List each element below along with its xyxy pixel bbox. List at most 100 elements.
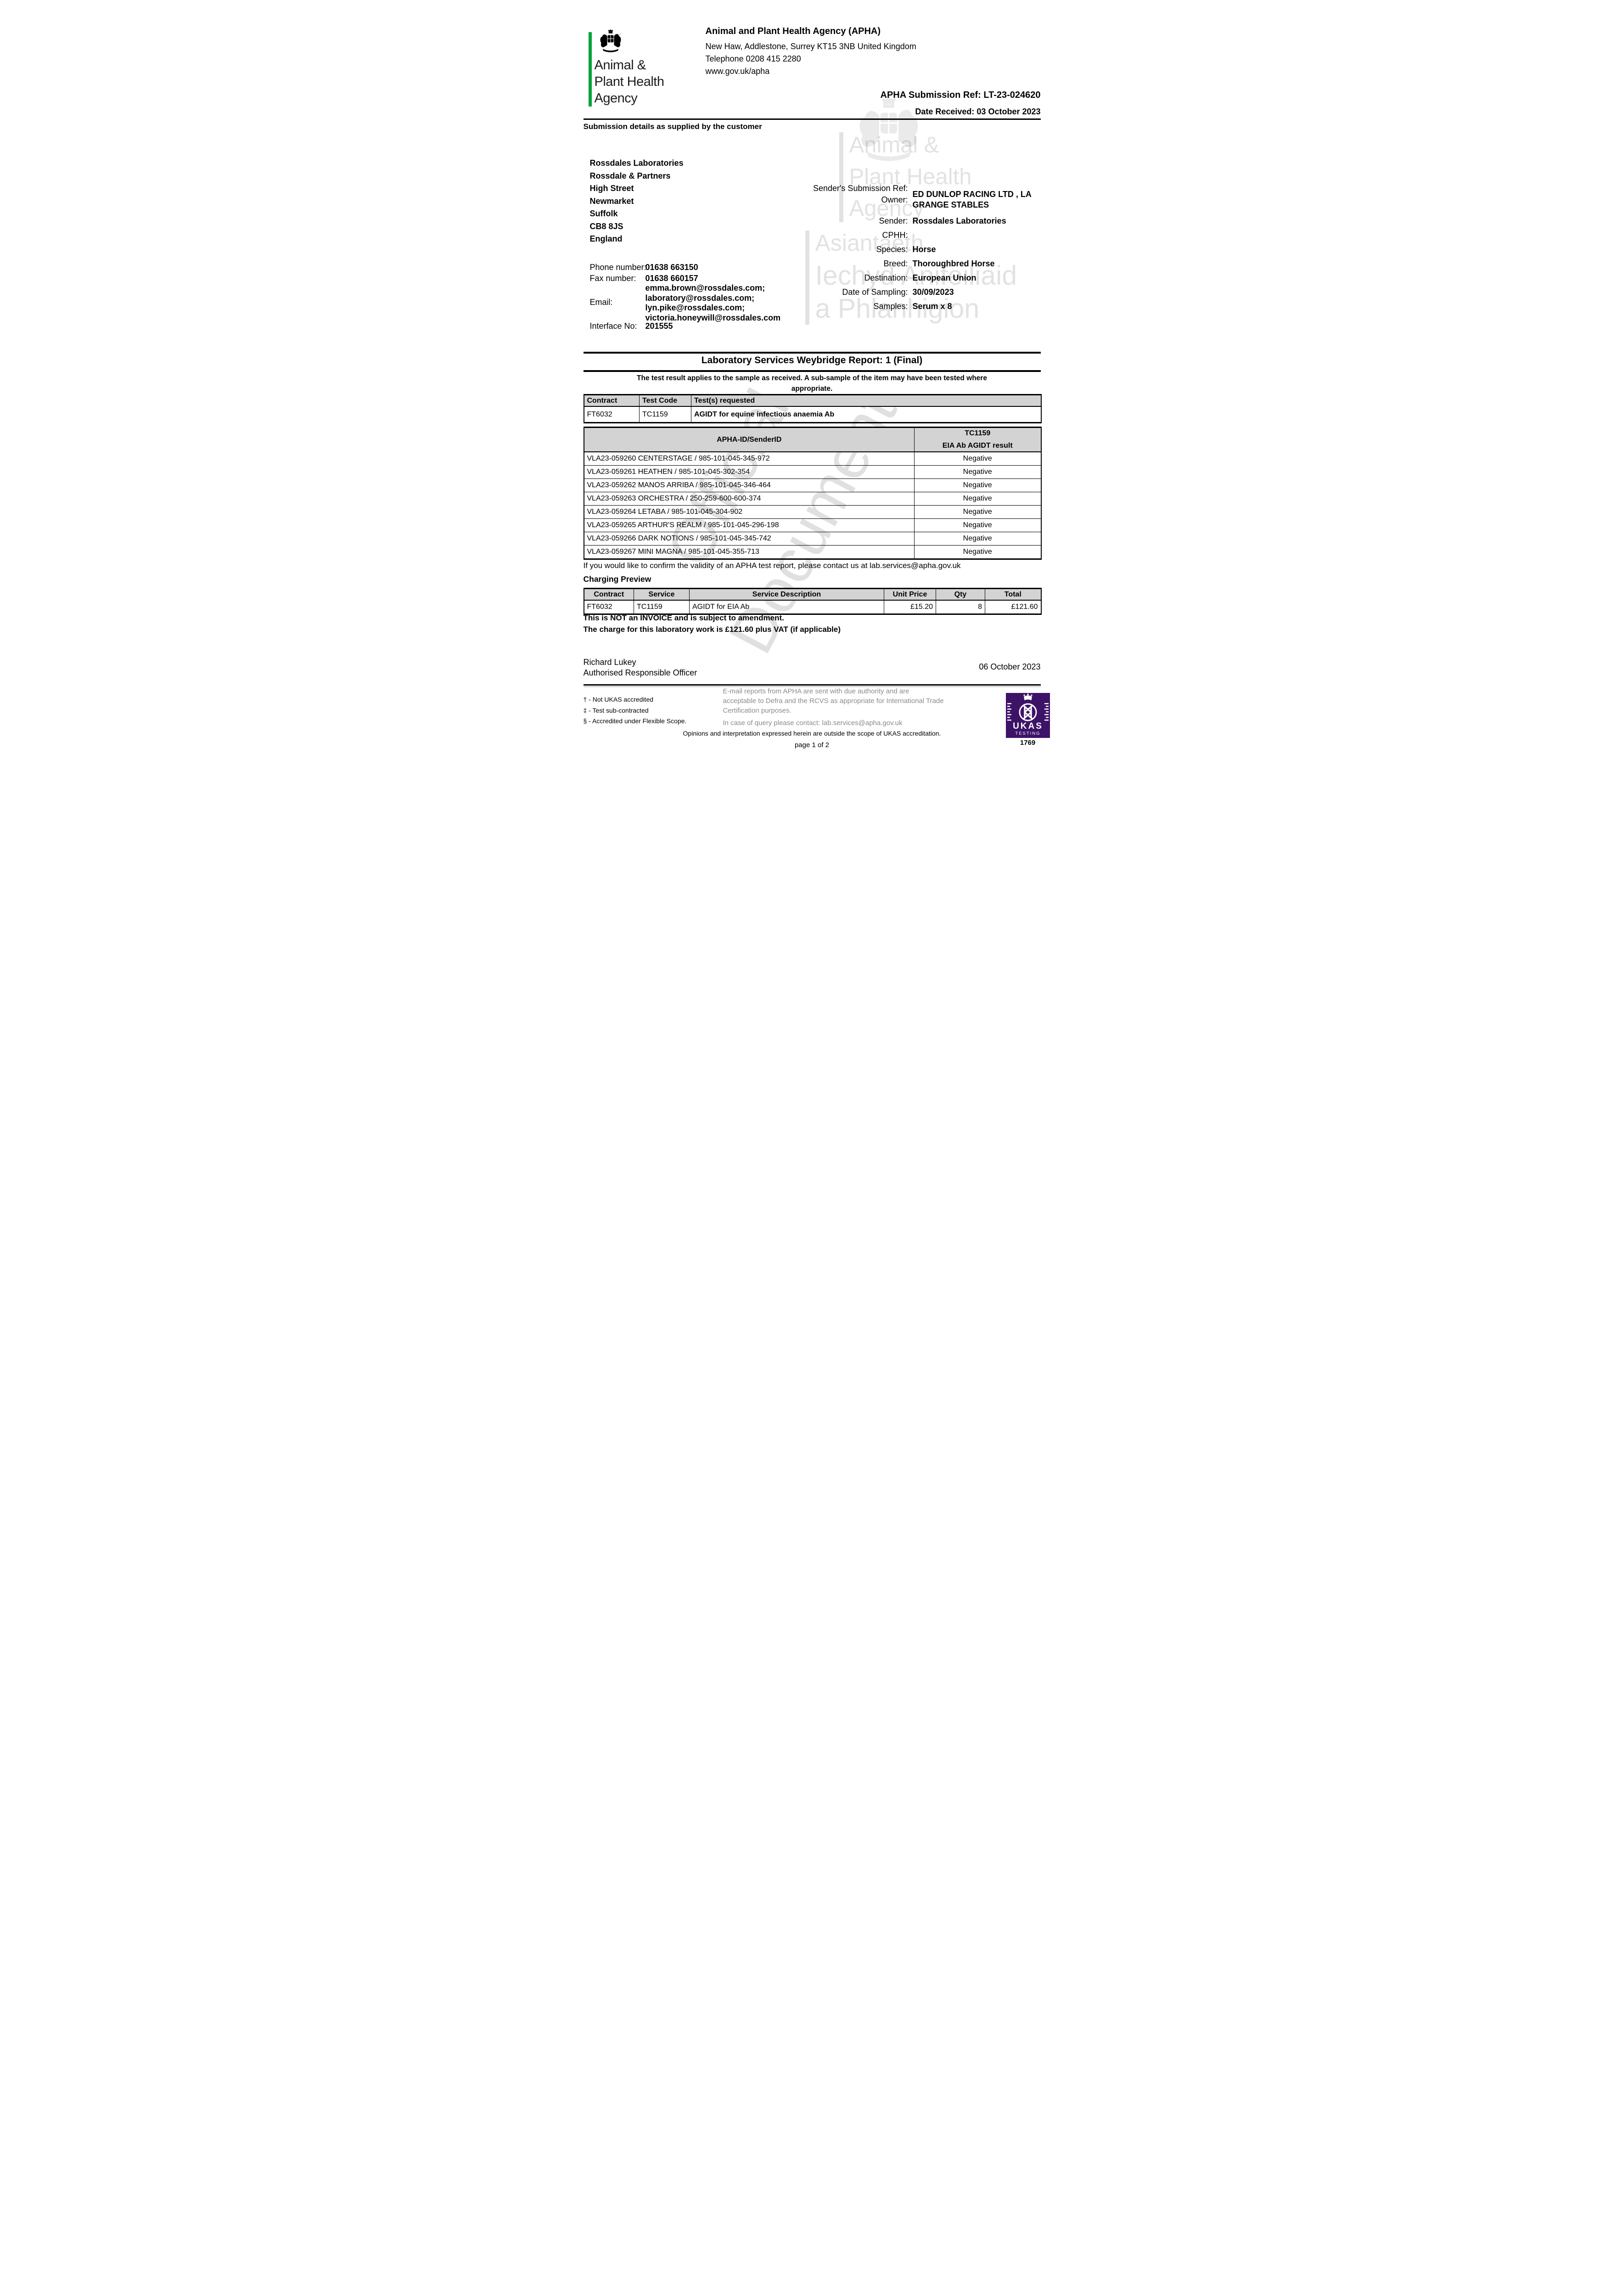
field-value [913,230,1044,241]
customer-address-line: Newmarket [589,196,634,206]
logo-line: Animal & [594,58,646,73]
charge-note: The charge for this laboratory work is £… [583,625,841,634]
column-header: Test Code [639,394,691,407]
watermark-line: Agency [849,196,924,221]
legend-not-ukas: † - Not UKAS accredited [583,696,654,703]
watermark-line: Plant Health [849,164,972,189]
senders-submission-ref-label: Sender's Submission Ref: [813,184,908,193]
table-row: FT6032 TC1159 AGIDT for equine infectiou… [584,406,1041,423]
cell-qty: 8 [936,600,985,614]
watermark-line: Asiantaeth [815,230,924,256]
column-header-result: TC1159 EIA Ab AGIDT result [914,427,1041,452]
agency-title: Animal and Plant Health Agency (APHA) [705,26,881,36]
column-header: Service Description [689,588,884,601]
cell-contract: FT6032 [584,600,634,614]
charging-table: Contract Service Service Description Uni… [583,588,1042,615]
customer-address-line: CB8 8JS [589,221,623,231]
cell-result: Negative [914,532,1041,546]
result-header-test-code: TC1159 [965,429,991,437]
column-header: Contract [584,394,640,407]
field-row-species: Species: Horse [798,244,1046,255]
watermark-line: Animal & [849,133,939,158]
cell-test-requested: AGIDT for equine infectious anaemia Ab [691,406,1041,423]
field-row-samples: Samples: Serum x 8 [798,301,1046,312]
cell-result: Negative [914,545,1041,559]
legend-subcontracted: ‡ - Test sub-contracted [583,707,649,714]
cell-sample-id: VLA23-059267 MINI MAGNA / 985-101-045-35… [584,545,915,559]
cell-unit-price: £15.20 [884,600,936,614]
phone-row: Phone number: 01638 663150 [589,263,698,272]
ukas-type-label: TESTING [1015,731,1040,736]
column-header: Qty [936,588,985,601]
lab-report-page: Animal & Plant Health Agency Asiantaeth … [540,0,1082,765]
table-row: VLA23-059262 MANOS ARRIBA / 985-101-045-… [584,478,1041,492]
interface-row: Interface No: 201555 [589,321,673,331]
apha-watermark-english: Animal & Plant Health Agency [839,129,972,225]
cell-sample-id: VLA23-059266 DARK NOTIONS / 985-101-045-… [584,532,915,546]
field-value: Thoroughbred Horse [912,259,995,268]
field-label: Email: [589,298,613,307]
signatory-name: Richard Lukey [583,658,636,667]
cell-result: Negative [914,451,1041,466]
watermark-line: Iechyd Anifeiliaid [815,260,1017,291]
table-row: FT6032 TC1159 AGIDT for EIA Ab £15.20 8 … [584,600,1041,614]
cell-sample-id: VLA23-059261 HEATHEN / 985-101-045-302-3… [584,465,915,479]
field-label: Interface No: [589,321,637,331]
apha-logo-green-bar [588,32,592,107]
email-label-row: Email: [590,298,613,307]
cell-total: £121.60 [985,600,1041,614]
ukas-accreditation-number: 1769 [1020,739,1036,747]
legend-flexible-scope: § - Accredited under Flexible Scope. [583,717,687,725]
table-row: VLA23-059261 HEATHEN / 985-101-045-302-3… [584,465,1041,479]
email-line: emma.brown@rossdales.com; [645,283,765,293]
report-disclaimer: The test result applies to the sample as… [637,374,987,393]
table-header-row: Contract Service Service Description Uni… [584,588,1041,601]
field-row-breed: Breed: Thoroughbred Horse [798,259,1046,269]
ukas-scope-note: Opinions and interpretation expressed he… [683,730,941,737]
invoice-note: This is NOT an INVOICE and is subject to… [583,613,784,622]
field-label: Phone number: [589,263,646,272]
charging-preview-title: Charging Preview [583,574,651,584]
field-row-owner: Owner: ED DUNLOP RACING LTD , LA GRANGE … [798,189,1046,210]
divider [583,352,1041,354]
customer-address-line: High Street [589,184,634,193]
field-value: ED DUNLOP RACING LTD , LA GRANGE STABLES [912,190,1032,209]
field-row-cphh: CPHH: [798,230,1046,241]
field-label: Owner: [881,195,908,204]
field-value: 201555 [645,321,673,331]
page-number: page 1 of 2 [794,741,830,749]
cell-sample-id: VLA23-059264 LETABA / 985-101-045-304-90… [584,505,915,519]
apha-watermark-welsh: Asiantaeth Iechyd Anifeiliaid a Phlanhig… [805,227,1017,325]
validity-note: If you would like to confirm the validit… [583,561,961,570]
table-row: VLA23-059263 ORCHESTRA / 250-259-600-600… [584,492,1041,506]
email-authority-note: Certification purposes. [723,707,791,715]
divider [583,370,1041,372]
watermark-line: a Phlanhigion [815,293,980,324]
table-row: VLA23-059265 ARTHUR'S REALM / 985-101-04… [584,518,1041,532]
agency-telephone: Telephone 0208 415 2280 [705,54,801,63]
field-value: Serum x 8 [912,302,952,311]
email-authority-note: acceptable to Defra and the RCVS as appr… [723,697,944,705]
ukas-wordmark: UKAS [1013,721,1043,731]
report-date: 06 October 2023 [979,662,1041,671]
table-header-row: APHA-ID/SenderID TC1159 EIA Ab AGIDT res… [584,427,1041,452]
tests-requested-table: Contract Test Code Test(s) requested FT6… [583,394,1042,423]
cell-sample-id: VLA23-059265 ARTHUR'S REALM / 985-101-04… [584,518,915,532]
apha-logo-wordmark: Animal & Plant Health Agency [594,57,665,107]
cell-service: TC1159 [634,600,690,614]
field-value: 01638 660157 [645,274,698,283]
logo-line: Plant Health [594,74,665,89]
field-label: Species: [876,245,908,254]
field-label: Fax number: [589,274,636,283]
cell-test-code: TC1159 [639,406,691,423]
submission-ref: APHA Submission Ref: LT-23-024620 [880,90,1041,100]
cell-contract: FT6032 [584,406,640,423]
email-line: laboratory@rossdales.com; [645,293,755,303]
field-label: Sender: [879,216,908,225]
field-value: Rossdales Laboratories [912,216,1006,225]
cell-result: Negative [914,492,1041,506]
field-row-sender: Sender: Rossdales Laboratories [798,216,1046,226]
field-label: Destination: [864,273,908,282]
cell-sample-id: VLA23-059260 CENTERSTAGE / 985-101-045-3… [584,451,915,466]
cell-result: Negative [914,465,1041,479]
